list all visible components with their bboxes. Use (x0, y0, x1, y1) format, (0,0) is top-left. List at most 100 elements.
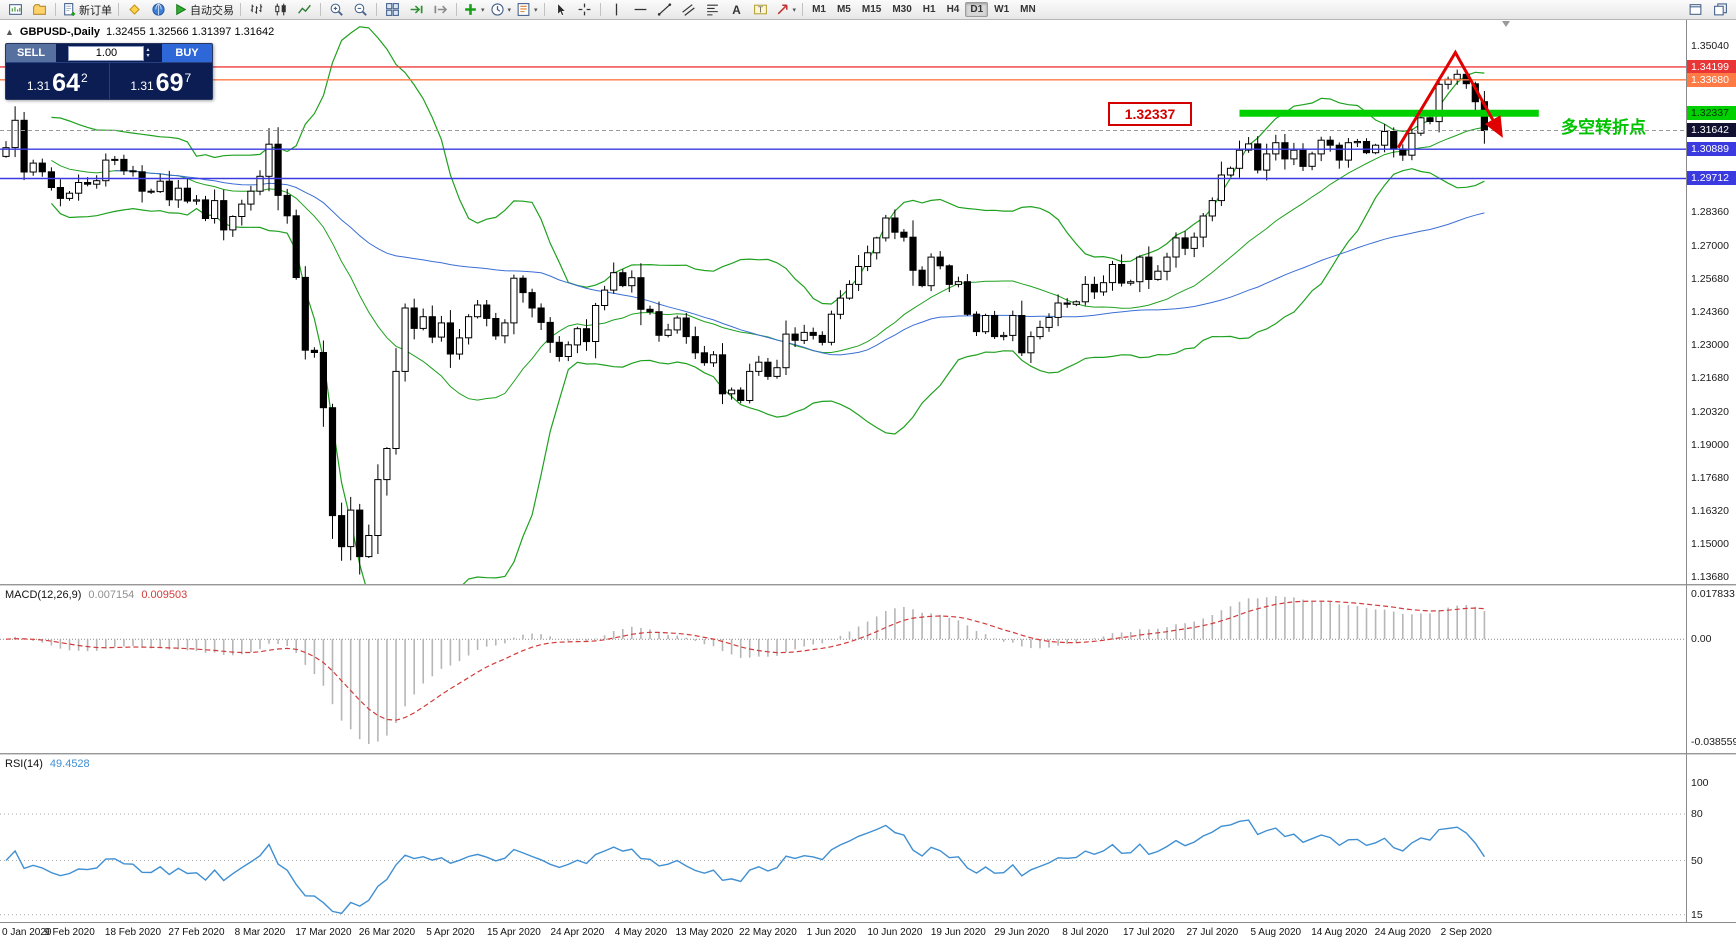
macd-histogram (14, 596, 1486, 744)
channel-button[interactable] (677, 1, 700, 19)
zoom-out-icon (353, 2, 368, 17)
clock-icon (490, 2, 505, 17)
candles (2, 69, 1489, 575)
text-label-button[interactable]: T (749, 1, 772, 19)
timeframe-m1[interactable]: M1 (812, 4, 826, 15)
date-label: 5 Apr 2020 (426, 927, 475, 938)
date-label: 10 Jun 2020 (867, 927, 923, 938)
toolbar-separator (320, 3, 321, 16)
cursor-button[interactable] (549, 1, 572, 19)
timeframe-h1[interactable]: H1 (922, 4, 936, 15)
timeframe-m5[interactable]: M5 (836, 4, 851, 15)
date-label: 24 Apr 2020 (550, 927, 605, 938)
volume-decrease-button[interactable]: ▾ (146, 53, 150, 59)
axis-border (1686, 20, 1687, 922)
timeframe-h4[interactable]: H4 (946, 4, 960, 15)
turning-point-label[interactable]: 多空转折点 (1561, 118, 1646, 137)
trend-arrow[interactable] (1396, 49, 1503, 149)
date-label: 19 Jun 2020 (930, 927, 986, 938)
date-label: 2 Sep 2020 (1440, 927, 1492, 938)
macd-scale-bottom: -0.038559 (1691, 736, 1736, 748)
horizontal-line-button[interactable] (629, 1, 652, 19)
price-chart[interactable] (0, 20, 1686, 584)
chart-new-icon (8, 2, 23, 17)
price-axis-label: 1.24360 (1691, 305, 1729, 318)
date-label: 26 Mar 2020 (358, 927, 416, 938)
date-label: 22 May 2020 (738, 927, 797, 938)
text-t-icon: T (753, 2, 768, 17)
market-button[interactable] (147, 1, 170, 19)
metaeditor-button[interactable] (123, 1, 146, 19)
templates-button[interactable]: ▾ (514, 1, 540, 19)
new-order-button[interactable]: 新订单 (60, 1, 114, 19)
svg-text:T: T (757, 5, 763, 15)
windows-tile-button[interactable] (1709, 1, 1732, 19)
price-axis-label: 1.21680 (1691, 372, 1729, 385)
line-chart-button[interactable] (293, 1, 316, 19)
indicators-button[interactable]: ▾ (461, 1, 487, 19)
timeframe-d1[interactable]: D1 (965, 2, 989, 17)
shift-icon (433, 2, 448, 17)
periods-button[interactable]: ▾ (488, 1, 514, 19)
price-axis-label: 1.35040 (1691, 40, 1729, 52)
macd-scale-zero: 0.00 (1691, 633, 1712, 646)
toolbar-separator (376, 3, 377, 16)
macd-scale-top: 0.017833 (1691, 588, 1735, 600)
price-axis-label: 1.13680 (1691, 571, 1729, 583)
volume-input[interactable] (68, 45, 145, 61)
windows-cascade-button[interactable] (1684, 1, 1707, 19)
bid-price[interactable]: 1.31 64 2 (26, 69, 88, 97)
buy-button[interactable]: BUY (162, 44, 212, 62)
price-axis-label: 1.28360 (1691, 206, 1729, 219)
profiles-icon (32, 2, 47, 17)
timeframe-w1[interactable]: W1 (994, 4, 1010, 15)
price-badge: 1.32337 (1687, 106, 1736, 121)
fibonacci-button[interactable] (701, 1, 724, 19)
pane-divider[interactable] (0, 753, 1736, 755)
rsi-value: 49.4528 (49, 758, 90, 770)
macd-axis[interactable]: 0.017833 0.00 -0.038559 (1687, 586, 1736, 753)
price-axis[interactable]: 1.35040 1.28360 1.27000 1.25680 1.24360 1.230… (1687, 20, 1736, 584)
profiles-button[interactable] (28, 1, 51, 19)
toolbar-separator (599, 3, 601, 16)
volume-increase-button[interactable]: ▴ (146, 47, 150, 53)
date-label: 29 Jun 2020 (994, 927, 1050, 938)
date-label: 14 Aug 2020 (1311, 927, 1368, 938)
text-button[interactable]: A (725, 1, 748, 19)
rsi-line (5, 819, 1485, 915)
chevron-down-icon: ▾ (481, 6, 485, 14)
main-chart-pane: ▲ GBPUSD-,Daily 1.32455 1.32566 1.31397 … (0, 20, 1736, 584)
price-badge: 1.31642 (1687, 123, 1736, 138)
timeframe-mn[interactable]: MN (1020, 4, 1036, 15)
trendline-button[interactable] (653, 1, 676, 19)
macd-chart[interactable] (0, 586, 1686, 753)
date-label: 0 Jan 2020 (2, 927, 52, 938)
sell-button[interactable]: SELL (6, 44, 56, 62)
vertical-line-button[interactable] (605, 1, 628, 19)
tile-windows-button[interactable] (381, 1, 404, 19)
price-axis-label: 1.19000 (1691, 438, 1729, 451)
date-label: 27 Feb 2020 (168, 927, 225, 938)
time-axis[interactable]: 0 Jan 2020 9 Feb 2020 18 Feb 2020 27 Feb 20… (0, 922, 1736, 942)
new-chart-button[interactable] (4, 1, 27, 19)
zoom-in-button[interactable] (325, 1, 348, 19)
timeframe-m15[interactable]: M15 (861, 4, 882, 15)
pane-divider[interactable] (0, 584, 1736, 586)
rsi-chart[interactable] (0, 755, 1686, 922)
bar-chart-button[interactable] (245, 1, 268, 19)
zoom-out-button[interactable] (349, 1, 372, 19)
chart-shift-button[interactable] (429, 1, 452, 19)
timeframe-m30[interactable]: M30 (892, 4, 912, 15)
arrows-button[interactable]: ▾ (773, 1, 799, 19)
candlestick-chart-button[interactable] (269, 1, 292, 19)
crosshair-button[interactable] (573, 1, 596, 19)
one-click-collapse-arrow[interactable]: ▲ (5, 27, 14, 37)
rsi-axis[interactable]: 100 80 50 15 (1687, 755, 1736, 922)
price-badge: 1.34199 (1687, 59, 1736, 74)
auto-scroll-button[interactable] (405, 1, 428, 19)
macd-pane: MACD(12,26,9) 0.007154 0.009503 0.017833… (0, 586, 1736, 753)
autotrading-button[interactable]: 自动交易 (171, 1, 236, 19)
level-annotation-box[interactable]: 1.32337 (1108, 102, 1192, 126)
ask-price[interactable]: 1.31 69 7 (108, 63, 213, 99)
